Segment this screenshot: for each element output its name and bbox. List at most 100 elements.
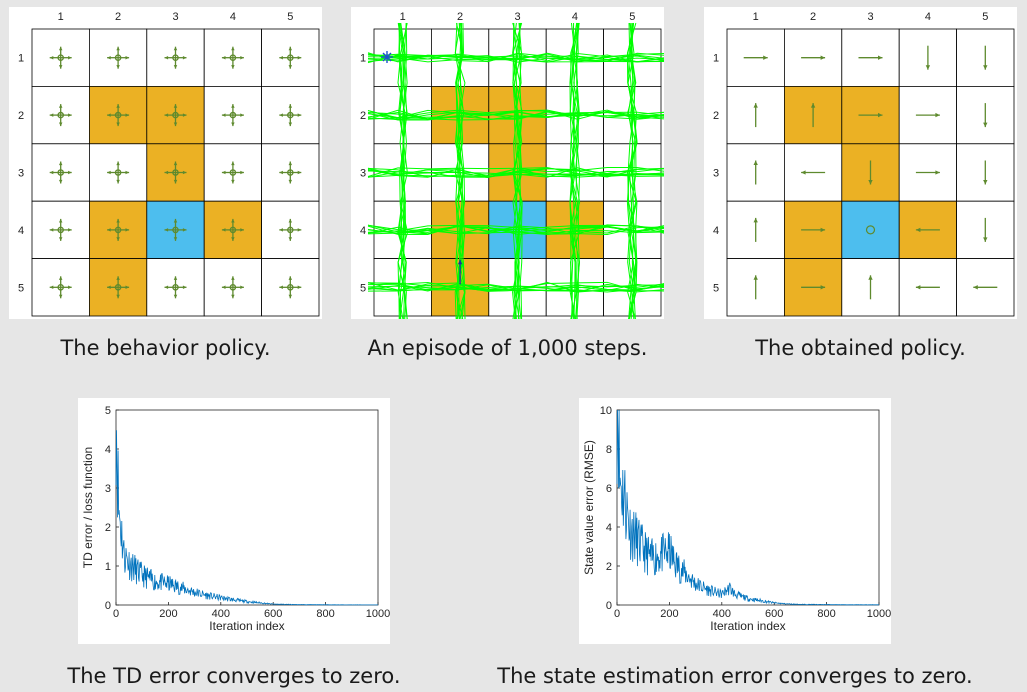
- stay-marker: [57, 226, 65, 234]
- arrow-head: [68, 113, 72, 117]
- arrow-head: [820, 55, 826, 60]
- arrow-head: [164, 228, 169, 232]
- col-label: 3: [867, 11, 873, 23]
- td-error-caption: The TD error converges to zero.: [67, 664, 401, 688]
- stay-marker: [57, 169, 65, 176]
- series-line: [616, 409, 880, 606]
- trajectory-line: [397, 22, 408, 323]
- arrow-head: [231, 179, 235, 184]
- row-label: 2: [713, 110, 719, 122]
- y-tick-label: 4: [105, 444, 111, 456]
- x-tick-label: 1000: [867, 608, 891, 620]
- row-label: 3: [713, 168, 719, 180]
- arrow-head: [231, 46, 235, 51]
- x-tick-label: 200: [660, 608, 678, 620]
- arrow-head: [58, 104, 63, 108]
- arrow-head: [125, 113, 130, 117]
- trajectory-line: [569, 22, 580, 323]
- arrow-head: [279, 170, 283, 175]
- trajectory-line: [455, 22, 466, 323]
- arrow-head: [116, 276, 120, 280]
- arrow-head: [288, 294, 293, 299]
- arrow-head: [116, 161, 120, 166]
- rmse-chart-panel: 0 200 400 600 800 1000 0 2 4 6 8 10 Iteration index S…: [579, 398, 891, 644]
- arrow-head: [49, 55, 54, 60]
- arrow-head: [868, 275, 873, 280]
- arrow-head: [240, 55, 244, 60]
- stay-marker: [865, 225, 876, 235]
- stay-marker: [57, 111, 65, 119]
- arrow-head: [231, 104, 235, 108]
- arrow-head: [288, 276, 293, 280]
- arrow-head: [983, 65, 988, 70]
- arrow-head: [297, 285, 302, 290]
- arrow-head: [231, 276, 235, 280]
- col-label: 2: [810, 11, 816, 23]
- col-label: 2: [115, 11, 121, 23]
- arrow-head: [925, 65, 931, 70]
- arrow-head: [58, 65, 63, 69]
- arrow-head: [173, 218, 178, 223]
- arrow-head: [297, 113, 302, 117]
- arrow-head: [107, 170, 111, 175]
- arrow-head: [288, 46, 293, 51]
- row-label: 5: [18, 282, 24, 294]
- arrow-head: [457, 259, 463, 265]
- grid-cell: [203, 143, 262, 202]
- arrow-head: [125, 285, 130, 290]
- episode-panel: 1 2 3 4 5 1 2 3 4 5: [351, 7, 668, 323]
- trajectory-line: [512, 22, 522, 323]
- trajectory-line: [627, 22, 638, 323]
- arrow-head: [935, 170, 940, 175]
- arrow-head: [288, 104, 293, 108]
- arrow-head: [288, 218, 293, 223]
- trajectory-line: [627, 22, 637, 323]
- stay-marker: [172, 283, 179, 291]
- episode-grid: 1 2 3 4 5 1 2 3 4 5: [360, 11, 668, 323]
- row-label: 4: [713, 225, 719, 237]
- arrow-head: [182, 113, 187, 117]
- arrow-head: [58, 179, 63, 184]
- stay-marker: [286, 54, 294, 62]
- stay-marker: [286, 169, 294, 176]
- row-label: 1: [360, 53, 366, 65]
- arrow-head: [173, 161, 178, 166]
- col-label: 1: [58, 11, 64, 23]
- y-tick-label: 3: [105, 483, 111, 495]
- behavior-policy-caption: The behavior policy.: [60, 336, 271, 360]
- grid-cell: [89, 258, 148, 317]
- arrow-head: [49, 170, 54, 175]
- arrow-head: [116, 179, 120, 184]
- arrow-head: [116, 237, 120, 241]
- arrow-head: [221, 55, 226, 60]
- stay-marker: [286, 226, 294, 234]
- stay-marker: [172, 111, 179, 119]
- arrow-head: [279, 228, 283, 232]
- x-tick-label: 400: [212, 608, 230, 620]
- arrow-head: [973, 285, 978, 290]
- stay-marker: [286, 111, 294, 119]
- row-label: 2: [360, 110, 366, 122]
- arrow-head: [173, 179, 178, 184]
- row-label: 3: [18, 168, 24, 180]
- row-label: 1: [713, 53, 719, 65]
- episode-caption: An episode of 1,000 steps.: [367, 336, 648, 360]
- stay-marker: [114, 169, 122, 176]
- arrow-head: [288, 161, 293, 166]
- arrow-head: [58, 161, 63, 166]
- arrow-head: [231, 122, 235, 127]
- arrow-head: [49, 228, 54, 232]
- arrow-head: [240, 170, 244, 175]
- stay-marker: [57, 283, 65, 291]
- arrow-head: [58, 46, 63, 51]
- arrow-head: [983, 179, 988, 185]
- arrow-head: [173, 294, 178, 299]
- stay-marker: [172, 54, 179, 62]
- arrow-head: [935, 112, 940, 118]
- stay-marker: [229, 283, 237, 291]
- arrow-head: [810, 103, 816, 108]
- arrow-head: [297, 228, 302, 232]
- arrow-head: [983, 237, 988, 242]
- obtained-policy-panel: 1 2 3 4 5 1 2 3 4 5: [704, 7, 1017, 319]
- trajectory-line: [397, 22, 409, 323]
